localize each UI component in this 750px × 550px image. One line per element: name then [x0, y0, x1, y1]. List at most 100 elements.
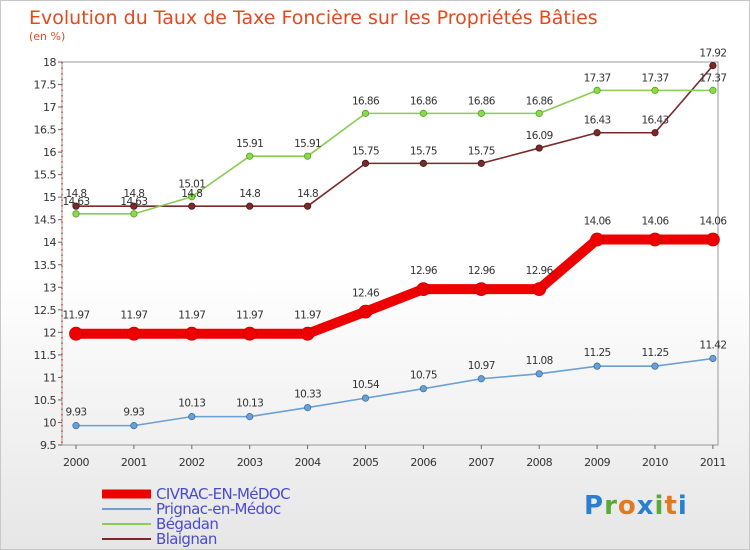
data-point: [246, 152, 254, 160]
y-tick-label: 13.5: [34, 259, 57, 272]
data-point: [590, 232, 604, 247]
data-point: [358, 304, 373, 319]
x-tick-label: 2001: [121, 456, 147, 469]
y-tick-label: 15: [43, 191, 56, 204]
data-point: [416, 282, 431, 296]
logo-letter: i: [677, 491, 688, 521]
data-label: 10.97: [468, 360, 495, 372]
data-point: [361, 394, 370, 402]
data-point: [477, 375, 485, 383]
y-tick-label: 12: [43, 326, 56, 339]
logo-letter: o: [617, 491, 637, 521]
data-label: 16.09: [526, 130, 553, 142]
data-point: [651, 86, 659, 94]
data-label: 14.8: [66, 188, 87, 200]
data-point: [246, 413, 254, 421]
data-label: 10.54: [352, 379, 380, 391]
data-point: [361, 109, 370, 117]
data-point: [126, 326, 141, 341]
data-point: [651, 129, 659, 137]
y-tick-label: 14: [43, 236, 56, 249]
data-point: [303, 152, 312, 160]
data-label: 16.43: [641, 115, 668, 127]
data-point: [709, 354, 717, 363]
data-point: [188, 413, 196, 421]
data-label: 12.96: [410, 265, 438, 277]
data-label: 14.63: [120, 196, 147, 208]
data-label: 15.75: [352, 145, 379, 157]
logo-letter: i: [654, 491, 665, 521]
axes: 9.5 10 10.5 11 11.5 12 12.5 13 13.5 14 14.5 15 15.5 1…: [34, 56, 727, 469]
data-point: [474, 282, 489, 296]
x-tick-label: 2007: [468, 456, 494, 469]
data-label: 14.63: [62, 196, 89, 208]
x-tick-label: 2000: [63, 456, 89, 469]
data-label: 15.75: [410, 145, 437, 157]
y-tick-label: 10: [43, 416, 56, 429]
data-point: [361, 159, 370, 167]
legend-label-3: Blaignan: [156, 530, 217, 548]
data-label: 14.06: [699, 216, 727, 228]
data-label: 16.86: [352, 95, 380, 107]
logo-letter: x: [636, 491, 655, 521]
data-label: 12.46: [352, 288, 380, 300]
data-label: 14.8: [181, 188, 202, 200]
chart-title: Evolution du Taux de Taxe Foncière sur l…: [29, 7, 598, 29]
x-tick-label: 2011: [700, 456, 726, 469]
data-label: 17.37: [641, 72, 668, 84]
data-point: [72, 210, 80, 218]
logo-letter: t: [664, 491, 678, 521]
data-point: [303, 404, 312, 412]
data-point: [593, 129, 601, 137]
proxiti-logo: Proxiti: [584, 491, 688, 521]
data-label: 10.13: [236, 398, 263, 410]
data-label: 11.97: [120, 310, 147, 322]
data-point: [648, 232, 662, 247]
logo-letter: P: [584, 491, 605, 521]
x-tick-label: 2004: [295, 456, 321, 469]
x-tick-label: 2005: [353, 456, 379, 469]
data-label: 16.86: [410, 95, 438, 107]
data-label: 17.92: [699, 48, 726, 60]
legend-label-2: Bégadan: [156, 515, 218, 533]
x-tick-label: 2009: [584, 456, 610, 469]
data-label: 12.96: [468, 265, 496, 277]
x-tick-label: 2003: [237, 456, 263, 469]
data-point: [532, 282, 547, 296]
data-label: 16.86: [526, 95, 554, 107]
data-label: 11.25: [584, 347, 611, 359]
data-point: [535, 109, 543, 117]
y-tick-label: 15.5: [34, 169, 57, 182]
plot-area: [61, 61, 719, 446]
data-labels: 11.97 11.97 11.97 11.97 11.97 12.46 12.96 12.96…: [62, 48, 727, 419]
data-label: 11.97: [178, 310, 205, 322]
data-point: [72, 202, 80, 210]
data-label: 11.97: [62, 310, 89, 322]
data-label: 10.75: [410, 370, 437, 382]
data-label: 17.37: [699, 72, 726, 84]
x-tick-label: 2002: [179, 456, 205, 469]
y-tick-label: 17.5: [34, 79, 57, 92]
data-label: 10.13: [178, 398, 205, 410]
data-point: [651, 362, 659, 370]
data-label: 11.42: [699, 339, 726, 351]
x-tick-label: 2006: [410, 456, 436, 469]
y-tick-label: 17: [43, 101, 56, 114]
data-label: 11.25: [641, 347, 668, 359]
data-label: 11.08: [526, 355, 553, 367]
legend: CIVRAC-EN-MéDOCPrignac-en-MédocBégadanBl…: [102, 485, 291, 548]
series-line-1: [75, 357, 714, 427]
logo-letter: r: [604, 491, 618, 521]
data-label: 14.06: [641, 216, 669, 228]
series-line-3: [75, 64, 714, 207]
data-label: 15.75: [468, 145, 495, 157]
data-label: 14.8: [239, 188, 260, 200]
data-point: [303, 202, 312, 210]
series-layer: [69, 62, 720, 430]
data-point: [419, 109, 427, 117]
data-point: [72, 422, 80, 430]
y-tick-label: 9.5: [40, 439, 56, 452]
data-point: [593, 362, 601, 370]
data-point: [709, 62, 717, 70]
